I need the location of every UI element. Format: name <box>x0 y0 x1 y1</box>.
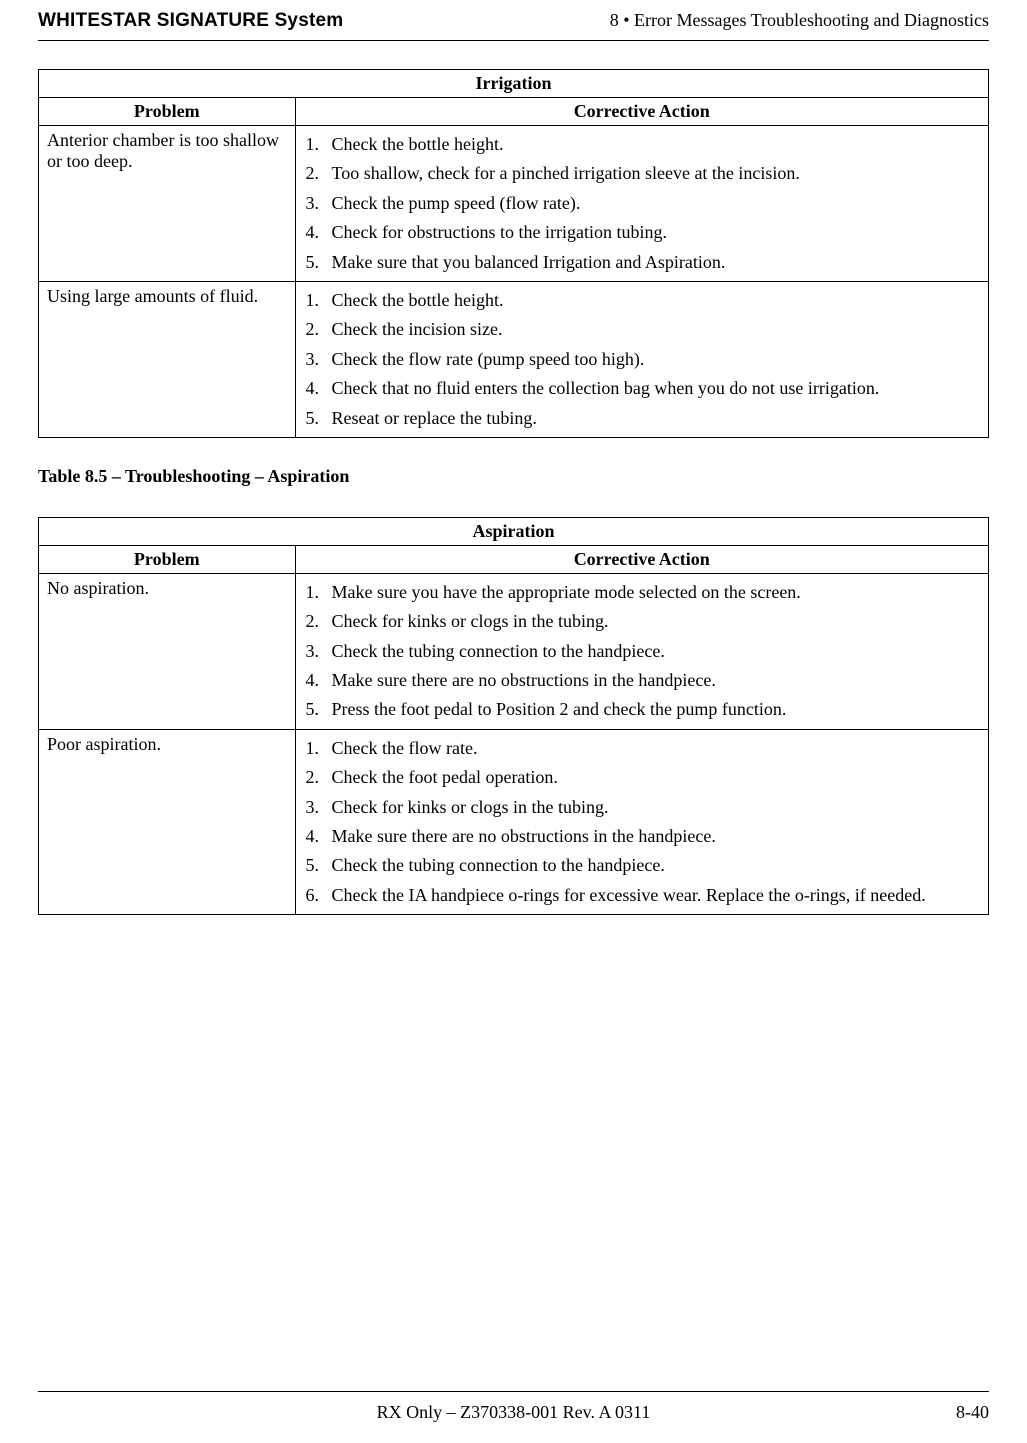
action-text: Check the bottle height. <box>332 289 981 312</box>
action-item: 2.Check the foot pedal operation. <box>304 763 981 792</box>
action-number: 4. <box>304 221 332 244</box>
problem-cell: Anterior chamber is too shallow or too d… <box>39 126 296 282</box>
action-number: 5. <box>304 698 332 721</box>
system-name: WHITESTAR SIGNATURE System <box>38 10 343 32</box>
action-text: Check the bottle height. <box>332 133 981 156</box>
action-text: Check for kinks or clogs in the tubing. <box>332 610 981 633</box>
action-text: Reseat or replace the tubing. <box>332 407 981 430</box>
action-text: Check that no fluid enters the collectio… <box>332 377 981 400</box>
column-header-action: Corrective Action <box>295 545 989 573</box>
action-number: 5. <box>304 407 332 430</box>
action-item: 4.Make sure there are no obstructions in… <box>304 666 981 695</box>
action-number: 4. <box>304 669 332 692</box>
action-item: 3.Check the pump speed (flow rate). <box>304 189 981 218</box>
problem-cell: No aspiration. <box>39 573 296 729</box>
column-header-problem: Problem <box>39 98 296 126</box>
action-number: 5. <box>304 854 332 877</box>
action-text: Check for kinks or clogs in the tubing. <box>332 796 981 819</box>
irrigation-title: Irrigation <box>39 70 989 98</box>
action-item: 4.Check for obstructions to the irrigati… <box>304 218 981 247</box>
action-text: Make sure you have the appropriate mode … <box>332 581 981 604</box>
problem-cell: Poor aspiration. <box>39 729 296 914</box>
action-item: 5.Check the tubing connection to the han… <box>304 851 981 880</box>
action-item: 1.Make sure you have the appropriate mod… <box>304 578 981 607</box>
action-item: 5.Reseat or replace the tubing. <box>304 404 981 433</box>
chapter-title: 8 • Error Messages Troubleshooting and D… <box>610 10 989 31</box>
action-item: 1.Check the flow rate. <box>304 734 981 763</box>
action-number: 3. <box>304 796 332 819</box>
action-number: 4. <box>304 825 332 848</box>
column-header-problem: Problem <box>39 545 296 573</box>
page-footer: . RX Only – Z370338-001 Rev. A 0311 8-40 <box>38 1391 989 1423</box>
action-item: 1.Check the bottle height. <box>304 286 981 315</box>
action-item: 5.Make sure that you balanced Irrigation… <box>304 248 981 277</box>
action-item: 6.Check the IA handpiece o-rings for exc… <box>304 881 981 910</box>
action-text: Too shallow, check for a pinched irrigat… <box>332 162 981 185</box>
action-item: 2.Too shallow, check for a pinched irrig… <box>304 159 981 188</box>
table-row: No aspiration. 1.Make sure you have the a… <box>39 573 989 729</box>
column-header-action: Corrective Action <box>295 98 989 126</box>
action-text: Check the flow rate. <box>332 737 981 760</box>
action-text: Press the foot pedal to Position 2 and c… <box>332 698 981 721</box>
aspiration-title: Aspiration <box>39 517 989 545</box>
action-item: 3.Check for kinks or clogs in the tubing… <box>304 793 981 822</box>
table-row: Anterior chamber is too shallow or too d… <box>39 126 989 282</box>
table-row: Poor aspiration.1.Check the flow rate.2.… <box>39 729 989 914</box>
action-text: Check the tubing connection to the handp… <box>332 854 981 877</box>
action-cell: 1.Check the bottle height.2.Check the in… <box>295 281 989 437</box>
action-text: Check the IA handpiece o-rings for exces… <box>332 884 981 907</box>
table-row: Using large amounts of fluid.1.Check the… <box>39 281 989 437</box>
action-text: Make sure there are no obstructions in t… <box>332 669 981 692</box>
action-number: 3. <box>304 192 332 215</box>
action-number: 2. <box>304 610 332 633</box>
action-text: Check the pump speed (flow rate). <box>332 192 981 215</box>
action-number: 3. <box>304 640 332 663</box>
action-number: 1. <box>304 133 332 156</box>
action-text: Check the tubing connection to the handp… <box>332 640 981 663</box>
page-header: WHITESTAR SIGNATURE System 8 • Error Mes… <box>38 0 989 41</box>
action-number: 2. <box>304 766 332 789</box>
action-item: 2.Check the incision size. <box>304 315 981 344</box>
footer-center: RX Only – Z370338-001 Rev. A 0311 <box>38 1402 989 1423</box>
action-number: 2. <box>304 318 332 341</box>
aspiration-table: Aspiration Problem Corrective Action No … <box>38 517 989 915</box>
action-item: 1.Check the bottle height. <box>304 130 981 159</box>
action-text: Make sure there are no obstructions in t… <box>332 825 981 848</box>
aspiration-caption: Table 8.5 – Troubleshooting – Aspiration <box>38 466 989 487</box>
action-item: 4.Make sure there are no obstructions in… <box>304 822 981 851</box>
problem-cell: Using large amounts of fluid. <box>39 281 296 437</box>
action-text: Check the foot pedal operation. <box>332 766 981 789</box>
action-item: 2.Check for kinks or clogs in the tubing… <box>304 607 981 636</box>
action-text: Make sure that you balanced Irrigation a… <box>332 251 981 274</box>
action-cell: 1.Make sure you have the appropriate mod… <box>295 573 989 729</box>
action-item: 3.Check the flow rate (pump speed too hi… <box>304 345 981 374</box>
action-number: 1. <box>304 737 332 760</box>
action-number: 4. <box>304 377 332 400</box>
action-cell: 1.Check the bottle height.2.Too shallow,… <box>295 126 989 282</box>
action-text: Check for obstructions to the irrigation… <box>332 221 981 244</box>
action-number: 6. <box>304 884 332 907</box>
action-item: 3.Check the tubing connection to the han… <box>304 637 981 666</box>
action-number: 5. <box>304 251 332 274</box>
action-item: 4.Check that no fluid enters the collect… <box>304 374 981 403</box>
action-number: 1. <box>304 289 332 312</box>
irrigation-table: Irrigation Problem Corrective Action Ant… <box>38 69 989 438</box>
action-number: 1. <box>304 581 332 604</box>
action-cell: 1.Check the flow rate.2.Check the foot p… <box>295 729 989 914</box>
action-number: 2. <box>304 162 332 185</box>
action-number: 3. <box>304 348 332 371</box>
action-item: 5.Press the foot pedal to Position 2 and… <box>304 695 981 724</box>
action-text: Check the incision size. <box>332 318 981 341</box>
action-text: Check the flow rate (pump speed too high… <box>332 348 981 371</box>
